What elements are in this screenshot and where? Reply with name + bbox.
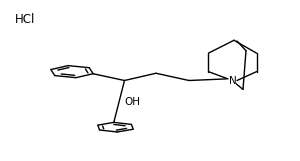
Text: N: N [229, 76, 236, 85]
Text: OH: OH [124, 97, 140, 107]
Text: HCl: HCl [15, 13, 35, 26]
